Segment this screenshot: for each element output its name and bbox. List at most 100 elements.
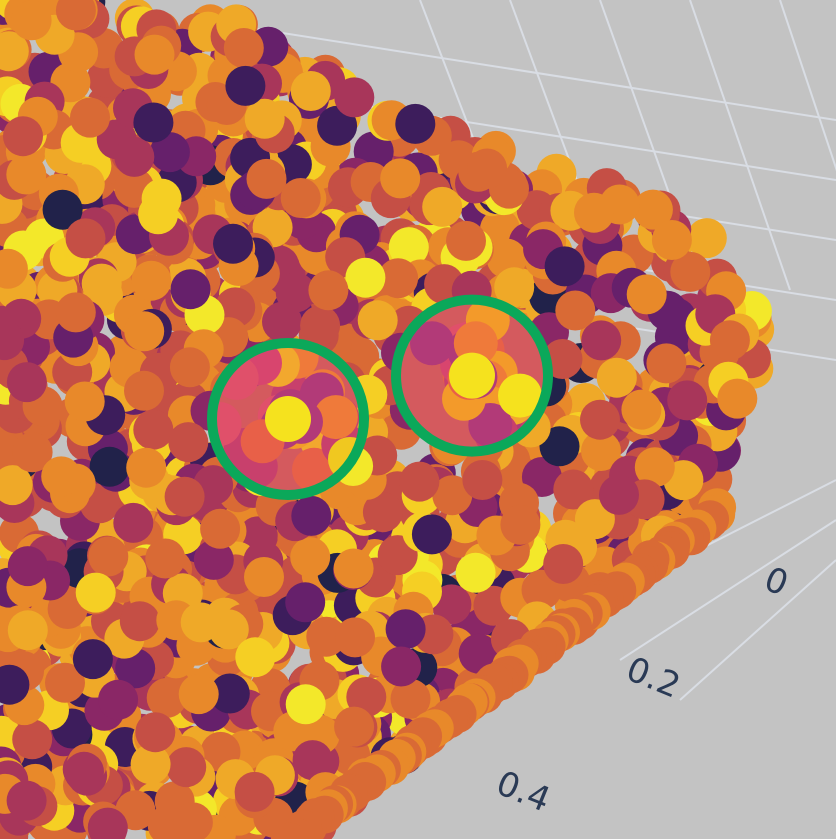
grid-line <box>619 519 836 661</box>
data-point <box>686 218 727 259</box>
data-point <box>581 320 622 361</box>
data-point <box>113 502 154 543</box>
data-point <box>0 465 33 506</box>
data-point <box>169 347 210 388</box>
highlight-markers <box>207 294 553 500</box>
data-point <box>646 343 687 384</box>
data-point <box>70 97 110 138</box>
data-point <box>133 409 174 450</box>
data-point <box>6 780 47 821</box>
data-point <box>378 258 419 299</box>
data-point <box>12 719 53 760</box>
data-point <box>410 321 454 366</box>
data-point <box>626 274 667 315</box>
data-point <box>124 311 165 352</box>
data-point <box>0 31 29 72</box>
data-point <box>599 474 639 515</box>
data-point <box>270 822 309 839</box>
data-point <box>543 544 584 584</box>
data-point <box>6 362 47 403</box>
data-point <box>130 744 171 785</box>
data-point <box>209 673 250 714</box>
data-point <box>432 475 473 516</box>
data-point <box>285 582 326 623</box>
data-point <box>244 557 284 597</box>
data-point <box>621 389 662 430</box>
data-point <box>193 539 234 580</box>
data-point <box>399 461 440 502</box>
data-point <box>214 402 242 446</box>
data-point <box>632 189 673 230</box>
data-point <box>581 431 621 471</box>
data-point <box>170 269 211 310</box>
data-point <box>574 192 614 233</box>
data-point <box>244 98 285 139</box>
data-point <box>55 292 96 333</box>
data-point <box>180 602 221 643</box>
data-point <box>41 456 82 497</box>
data-point <box>134 34 175 75</box>
data-point <box>213 223 253 264</box>
data-point <box>498 373 542 418</box>
data-point <box>11 0 52 41</box>
data-point <box>357 300 398 341</box>
axis-tick-label: 0.4 <box>491 763 556 820</box>
data-point <box>280 178 321 218</box>
data-point <box>292 740 333 781</box>
data-point <box>55 0 96 31</box>
data-point <box>380 158 421 199</box>
data-point <box>555 290 596 331</box>
data-point <box>345 257 386 298</box>
data-point <box>166 747 207 788</box>
grid-line <box>199 19 836 121</box>
point-cloud <box>0 0 775 839</box>
grid-line <box>689 0 791 291</box>
data-point <box>168 422 209 463</box>
data-point <box>119 601 160 642</box>
data-point <box>114 136 155 177</box>
data-point <box>467 148 508 189</box>
data-point <box>126 447 167 488</box>
data-point <box>164 476 205 517</box>
data-point <box>178 674 219 715</box>
data-point <box>0 320 25 361</box>
data-point <box>709 320 750 361</box>
data-point <box>235 637 276 678</box>
data-point <box>138 194 179 235</box>
grid-line <box>679 559 836 701</box>
data-point <box>75 572 116 613</box>
data-point <box>335 617 375 658</box>
data-point <box>65 218 106 259</box>
data-point <box>234 771 275 812</box>
data-point <box>7 610 48 651</box>
data-point <box>81 263 122 304</box>
data-point <box>411 514 452 555</box>
data-point <box>290 537 331 578</box>
data-point <box>462 460 503 500</box>
highlight-magnified-points <box>398 301 546 450</box>
axis-tick-label: 0.2 <box>621 649 686 706</box>
data-point <box>553 469 594 510</box>
data-point <box>133 102 174 143</box>
data-point <box>667 380 708 421</box>
data-point <box>717 378 758 419</box>
data-point <box>385 609 426 650</box>
highlight-ring <box>391 294 553 457</box>
data-point <box>131 260 172 301</box>
data-point <box>634 447 675 488</box>
data-point <box>290 71 331 111</box>
data-point <box>539 426 580 467</box>
data-point <box>72 639 113 680</box>
data-point <box>449 352 495 399</box>
data-point <box>333 548 374 589</box>
data-point <box>521 457 562 497</box>
data-point <box>446 220 486 261</box>
highlight-magnified-points <box>214 345 362 493</box>
data-point <box>135 712 176 753</box>
data-point <box>313 395 358 440</box>
data-point <box>88 536 129 577</box>
data-point <box>500 504 541 545</box>
data-point <box>64 381 105 422</box>
data-point <box>42 189 83 230</box>
data-point <box>145 538 186 579</box>
